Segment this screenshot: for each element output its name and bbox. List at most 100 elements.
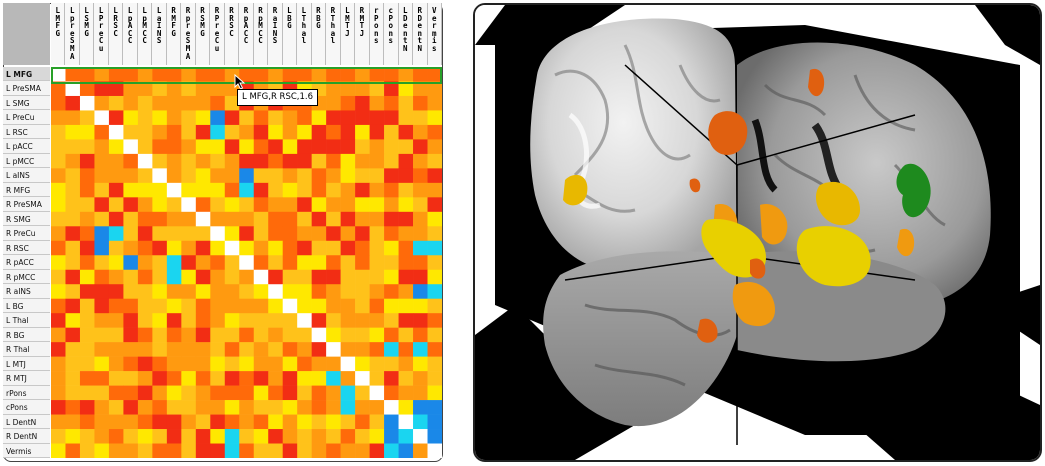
- matrix-cell[interactable]: [166, 139, 182, 155]
- matrix-cell[interactable]: [108, 255, 124, 271]
- matrix-cell[interactable]: [166, 153, 182, 169]
- matrix-cell[interactable]: [282, 414, 298, 430]
- matrix-cell[interactable]: [369, 197, 385, 213]
- matrix-cell[interactable]: [384, 313, 399, 328]
- matrix-cell[interactable]: [340, 211, 356, 227]
- matrix-cell[interactable]: [51, 211, 66, 227]
- matrix-cell[interactable]: [369, 385, 385, 401]
- matrix-cell[interactable]: [65, 313, 81, 328]
- matrix-cell[interactable]: [166, 124, 182, 140]
- matrix-cell[interactable]: [355, 240, 370, 256]
- matrix-cell[interactable]: [65, 124, 81, 140]
- matrix-cell[interactable]: [398, 139, 414, 155]
- matrix-cell[interactable]: [427, 211, 442, 227]
- matrix-cell[interactable]: [239, 211, 255, 227]
- matrix-cell[interactable]: [152, 443, 168, 458]
- matrix-cell[interactable]: [210, 153, 226, 169]
- matrix-cell[interactable]: [326, 327, 341, 343]
- matrix-cell[interactable]: [282, 197, 298, 213]
- matrix-cell[interactable]: [108, 356, 124, 372]
- matrix-cell[interactable]: [413, 168, 428, 184]
- matrix-cell[interactable]: [181, 371, 197, 386]
- matrix-cell[interactable]: [181, 139, 197, 155]
- matrix-cell[interactable]: [166, 211, 182, 227]
- matrix-cell[interactable]: [326, 110, 341, 126]
- matrix-cell[interactable]: [384, 371, 399, 386]
- matrix-cell[interactable]: [355, 313, 370, 328]
- matrix-cell[interactable]: [398, 211, 414, 227]
- matrix-cell[interactable]: [340, 342, 356, 357]
- matrix-cell[interactable]: [123, 298, 139, 314]
- matrix-cell[interactable]: [369, 342, 385, 357]
- matrix-cell[interactable]: [297, 313, 312, 328]
- matrix-cell[interactable]: [181, 240, 197, 256]
- row-label[interactable]: Vermis: [3, 443, 50, 458]
- matrix-cell[interactable]: [239, 67, 255, 82]
- matrix-cell[interactable]: [51, 269, 66, 285]
- matrix-cell[interactable]: [137, 182, 153, 198]
- matrix-cell[interactable]: [384, 255, 399, 271]
- matrix-cell[interactable]: [355, 371, 370, 386]
- matrix-cell[interactable]: [369, 153, 385, 169]
- matrix-cell[interactable]: [369, 356, 385, 372]
- matrix-cell[interactable]: [413, 342, 428, 357]
- matrix-cell[interactable]: [239, 429, 255, 444]
- matrix-cell[interactable]: [166, 284, 182, 300]
- matrix-cell[interactable]: [94, 313, 110, 328]
- matrix-cell[interactable]: [297, 139, 312, 155]
- matrix-cell[interactable]: [253, 385, 269, 401]
- matrix-cell[interactable]: [224, 429, 240, 444]
- matrix-cell[interactable]: [297, 298, 312, 314]
- matrix-cell[interactable]: [195, 139, 211, 155]
- matrix-cell[interactable]: [137, 269, 153, 285]
- matrix-cell[interactable]: [123, 255, 139, 271]
- matrix-cell[interactable]: [369, 371, 385, 386]
- matrix-cell[interactable]: [79, 67, 95, 82]
- matrix-cell[interactable]: [398, 110, 414, 126]
- matrix-cell[interactable]: [108, 342, 124, 357]
- matrix-cell[interactable]: [210, 284, 226, 300]
- matrix-cell[interactable]: [297, 414, 312, 430]
- matrix-cell[interactable]: [181, 110, 197, 126]
- matrix-cell[interactable]: [195, 226, 211, 242]
- matrix-cell[interactable]: [152, 153, 168, 169]
- matrix-cell[interactable]: [51, 81, 66, 97]
- matrix-cell[interactable]: [355, 139, 370, 155]
- matrix-cell[interactable]: [137, 226, 153, 242]
- matrix-cell[interactable]: [427, 400, 442, 415]
- matrix-cell[interactable]: [369, 269, 385, 285]
- matrix-cell[interactable]: [181, 443, 197, 458]
- matrix-cell[interactable]: [210, 429, 226, 444]
- matrix-cell[interactable]: [268, 443, 284, 458]
- matrix-cell[interactable]: [268, 313, 284, 328]
- matrix-cell[interactable]: [427, 429, 442, 444]
- matrix-cell[interactable]: [152, 67, 168, 82]
- matrix-cell[interactable]: [297, 197, 312, 213]
- matrix-cell[interactable]: [65, 443, 81, 458]
- matrix-cell[interactable]: [152, 356, 168, 372]
- matrix-cell[interactable]: [297, 385, 312, 401]
- matrix-cell[interactable]: [65, 269, 81, 285]
- matrix-cell[interactable]: [326, 429, 341, 444]
- matrix-cell[interactable]: [195, 197, 211, 213]
- matrix-cell[interactable]: [108, 182, 124, 198]
- matrix-cell[interactable]: [123, 342, 139, 357]
- matrix-cell[interactable]: [79, 110, 95, 126]
- matrix-cell[interactable]: [94, 95, 110, 111]
- matrix-cell[interactable]: [355, 168, 370, 184]
- matrix-cell[interactable]: [195, 211, 211, 227]
- matrix-cell[interactable]: [94, 153, 110, 169]
- matrix-cell[interactable]: [65, 240, 81, 256]
- matrix-cell[interactable]: [195, 414, 211, 430]
- matrix-cell[interactable]: [94, 255, 110, 271]
- matrix-cell[interactable]: [268, 385, 284, 401]
- matrix-cell[interactable]: [195, 182, 211, 198]
- matrix-cell[interactable]: [311, 269, 327, 285]
- matrix-cell[interactable]: [51, 342, 66, 357]
- matrix-cell[interactable]: [51, 327, 66, 343]
- matrix-cell[interactable]: [340, 197, 356, 213]
- matrix-cell[interactable]: [108, 429, 124, 444]
- matrix-cell[interactable]: [181, 153, 197, 169]
- matrix-cell[interactable]: [51, 124, 66, 140]
- matrix-cell[interactable]: [268, 400, 284, 415]
